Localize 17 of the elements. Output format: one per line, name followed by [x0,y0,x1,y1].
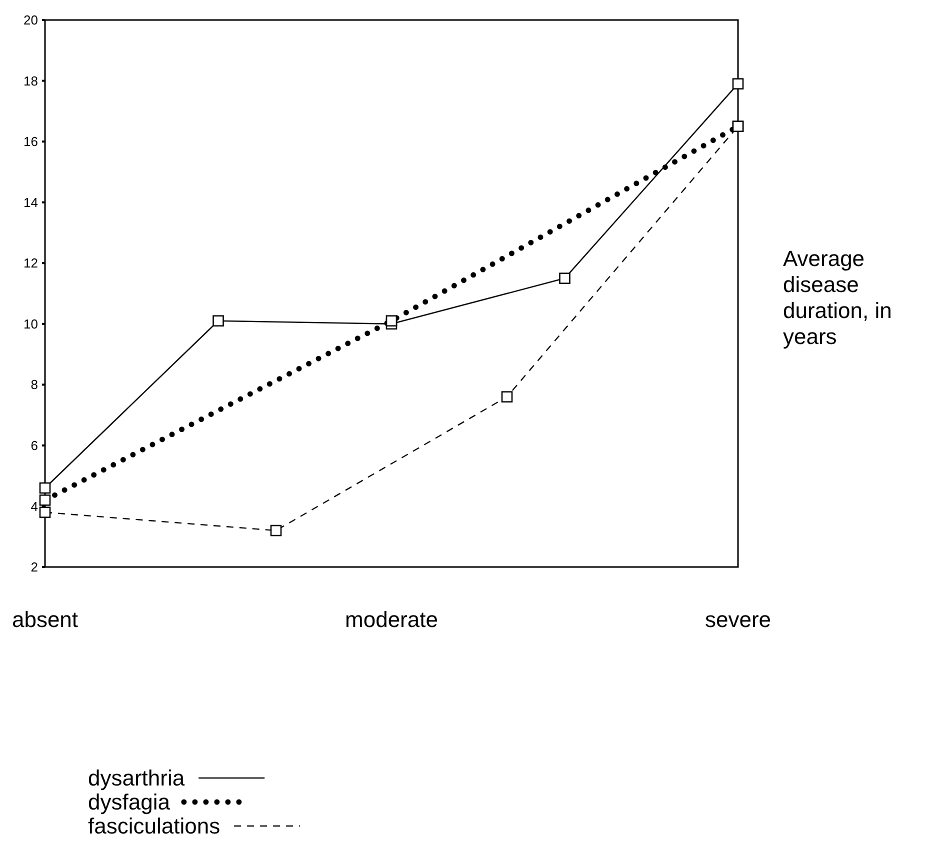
y-tick-label: 14 [24,194,38,210]
y-tick-label: 8 [30,377,38,392]
y-tick-label: 2 [30,560,38,575]
y-tick-label: 20 [24,12,38,28]
y-tick-label: 12 [24,256,38,271]
x-tick-label: moderate [345,607,438,632]
legend-label: fasciculations [88,814,220,839]
y-tick-label: 18 [24,73,38,88]
y-tick-label: 10 [24,316,38,332]
x-tick-label: severe [704,607,772,632]
y-tick-label: 6 [30,438,38,453]
legend-label: dysarthria [88,766,186,791]
y-tick-label: 4 [30,498,38,514]
y-tick-label: 16 [24,134,38,150]
y-axis-title: Average disease duration, in years [783,246,892,349]
x-tick-label: absent [12,607,78,632]
legend-label: dysfagia [88,790,171,815]
